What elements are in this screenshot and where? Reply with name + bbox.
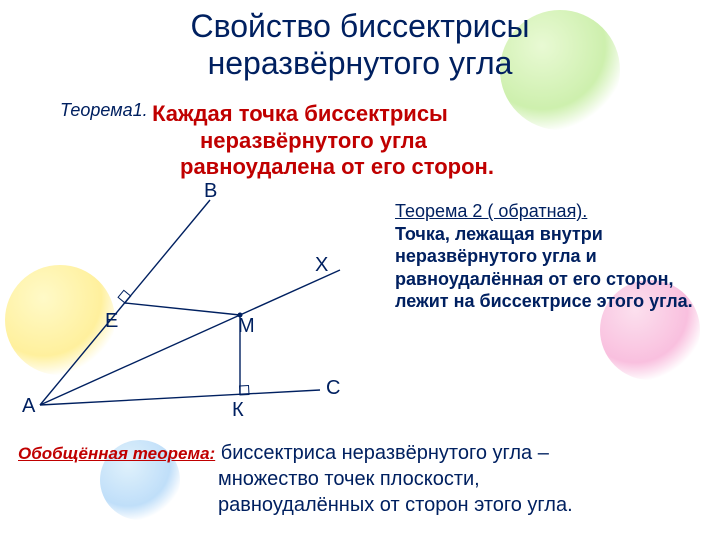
- theorem-2-body: Точка, лежащая внутри неразвёрнутого угл…: [395, 224, 693, 312]
- theorem-1-label: Теорема1.: [60, 100, 148, 120]
- theorem-1-text-l3: равноудалена от его сторон.: [60, 154, 660, 180]
- general-theorem: Обобщённая теорема: биссектриса неразвёр…: [18, 440, 708, 518]
- general-body-l3: равноудалённых от сторон этого угла.: [18, 494, 573, 516]
- general-body-l1: биссектриса неразвёрнутого угла –: [221, 442, 549, 464]
- theorem-1: Теорема1. Каждая точка биссектрисы нераз…: [60, 100, 660, 180]
- diagram-label-b: В: [204, 180, 217, 203]
- diagram-label-e: Е: [105, 310, 118, 333]
- angle-diagram: АВСХМЕК: [20, 195, 390, 425]
- right-angle-e: [118, 290, 131, 303]
- title-line1: Свойство биссектрисы: [190, 8, 529, 44]
- diagram-label-x: Х: [315, 254, 328, 277]
- general-theorem-label: Обобщённая теорема:: [18, 444, 215, 463]
- theorem-1-text-l1: Каждая точка биссектрисы: [152, 101, 448, 126]
- diagram-label-c: С: [326, 377, 340, 400]
- diagram-label-k: К: [232, 399, 244, 422]
- theorem-2-label: Теорема 2 ( обратная).: [395, 201, 587, 221]
- perp-me: [125, 303, 240, 315]
- theorem-2: Теорема 2 ( обратная). Точка, лежащая вн…: [395, 200, 695, 313]
- diagram-label-m: М: [238, 315, 255, 338]
- page-title: Свойство биссектрисы неразвёрнутого угла: [0, 8, 720, 82]
- diagram-label-a: А: [22, 395, 35, 418]
- ray-ac: [40, 390, 320, 405]
- theorem-1-text-l2: неразвёрнутого угла: [60, 128, 660, 154]
- general-body-l2: множество точек плоскости,: [18, 468, 480, 490]
- bisector-ax: [40, 270, 340, 405]
- title-line2: неразвёрнутого угла: [208, 45, 513, 81]
